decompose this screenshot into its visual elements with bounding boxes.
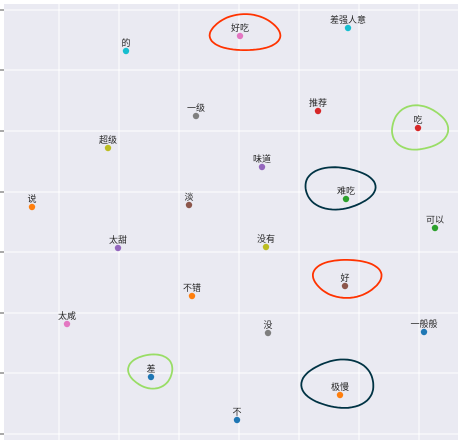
data-point: [258, 163, 266, 171]
grid-lines: [4, 4, 458, 440]
data-point: [104, 144, 112, 152]
data-point: [414, 124, 422, 132]
data-point: [192, 112, 200, 120]
point-label: 可以: [426, 215, 444, 226]
point-label: 超级: [99, 134, 117, 146]
point-label: 差: [146, 363, 155, 375]
data-point: [314, 107, 322, 115]
annotation-circle: [300, 358, 375, 409]
data-point: [420, 328, 428, 336]
y-ticks: [0, 9, 4, 435]
annotation-circle: [208, 13, 282, 51]
point-label: 一般般: [410, 318, 437, 330]
data-point: [114, 244, 122, 252]
point-label: 极慢: [331, 381, 349, 393]
data-point: [262, 243, 270, 251]
data-point: [122, 47, 130, 55]
data-point: [336, 391, 344, 399]
point-label: 的: [121, 37, 130, 49]
point-label: 淡: [184, 192, 193, 203]
data-point: [341, 282, 349, 290]
data-point: [236, 32, 244, 40]
data-point: [344, 24, 352, 32]
point-label: 一级: [187, 102, 205, 114]
data-points: [28, 24, 439, 424]
annotations: [127, 13, 450, 409]
point-label: 难吃: [337, 185, 355, 197]
data-point: [147, 373, 155, 381]
point-label: 没有: [257, 233, 275, 245]
point-label: 太咸: [58, 310, 76, 322]
annotation-circle: [391, 104, 450, 151]
data-point: [233, 416, 241, 424]
data-point: [63, 320, 71, 328]
data-point: [188, 292, 196, 300]
point-label: 太甜: [109, 234, 127, 246]
annotation-circle: [127, 353, 174, 390]
point-label: 好: [340, 272, 349, 284]
point-label: 不错: [183, 282, 201, 294]
point-label: 吃: [413, 114, 422, 126]
plot-area: [4, 4, 458, 440]
point-label: 不: [232, 407, 241, 418]
data-point: [28, 203, 36, 211]
data-point: [185, 201, 193, 209]
point-label: 好吃: [231, 22, 249, 34]
point-label: 味道: [253, 153, 271, 165]
point-label: 差强人意: [330, 14, 366, 26]
annotation-circle: [304, 166, 377, 211]
data-point: [264, 329, 272, 337]
point-label: 没: [263, 320, 272, 331]
data-point: [342, 195, 350, 203]
annotation-circle: [312, 259, 383, 299]
point-label: 推荐: [309, 97, 327, 109]
data-point: [431, 224, 439, 232]
point-label: 说: [27, 193, 36, 205]
